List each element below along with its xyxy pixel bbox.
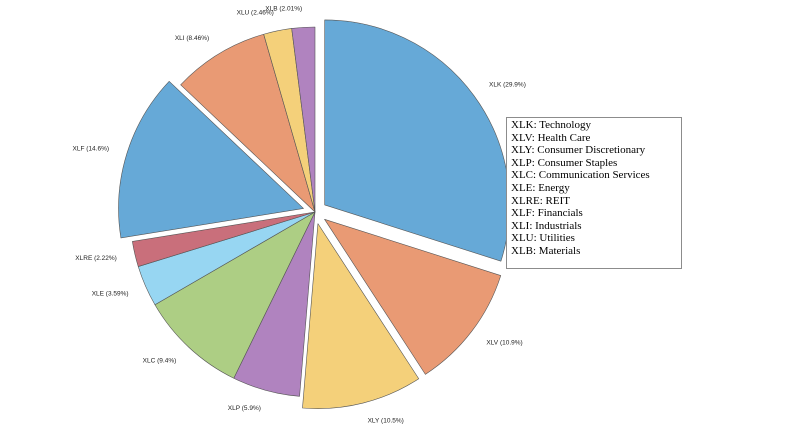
legend-item-xle: XLE: Energy [511,181,570,194]
legend-item-xlu: XLU: Utilities [511,232,575,245]
slice-label-xlu: XLU (2.46%) [237,9,274,16]
pie-slice-xlf [118,80,304,239]
slice-label-xlf: XLF (14.6%) [73,145,110,152]
pie-slice-xlre [132,211,316,267]
slice-label-xlb: XLB (2.01%) [265,6,302,13]
legend-item-xlv: XLV: Health Care [511,131,591,144]
pie-slice-xli [180,33,316,213]
pie-slice-xlb [291,26,316,213]
legend-item-xlf: XLF: Financials [511,207,583,220]
pie-slice-xlv [324,218,502,375]
legend-item-xlk: XLK: Technology [511,119,591,131]
slice-label-xle: XLE (3.59%) [92,290,129,297]
pie-slice-xlc [154,211,316,379]
legend-item-xlre: XLRE: REIT [511,194,570,207]
slice-label-xlc: XLC (9.4%) [143,358,177,365]
legend-item-xlp: XLP: Consumer Staples [511,156,618,169]
slice-label-xlv: XLV (10.9%) [486,339,522,346]
slice-label-xlk: XLK (29.9%) [489,82,526,89]
legend-item-xlc: XLC: Communication Services [511,169,650,182]
pie-slice-xlk [324,19,510,262]
slice-label-xli: XLI (8.46%) [175,35,209,42]
slice-label-xly: XLY (10.5%) [368,418,404,425]
chart-legend: XLK: Technology XLV: Health Care XLY: Cons… [506,117,682,269]
slice-label-xlre: XLRE (2.22%) [75,255,117,262]
legend-item-xly: XLY: Consumer Discretionary [511,144,646,157]
legend-item-xli: XLI: Industrials [511,219,582,232]
pie-slice-xly [302,223,420,409]
legend-item-xlb: XLB: Materials [511,244,581,257]
slice-label-xlp: XLP (5.9%) [228,405,261,412]
